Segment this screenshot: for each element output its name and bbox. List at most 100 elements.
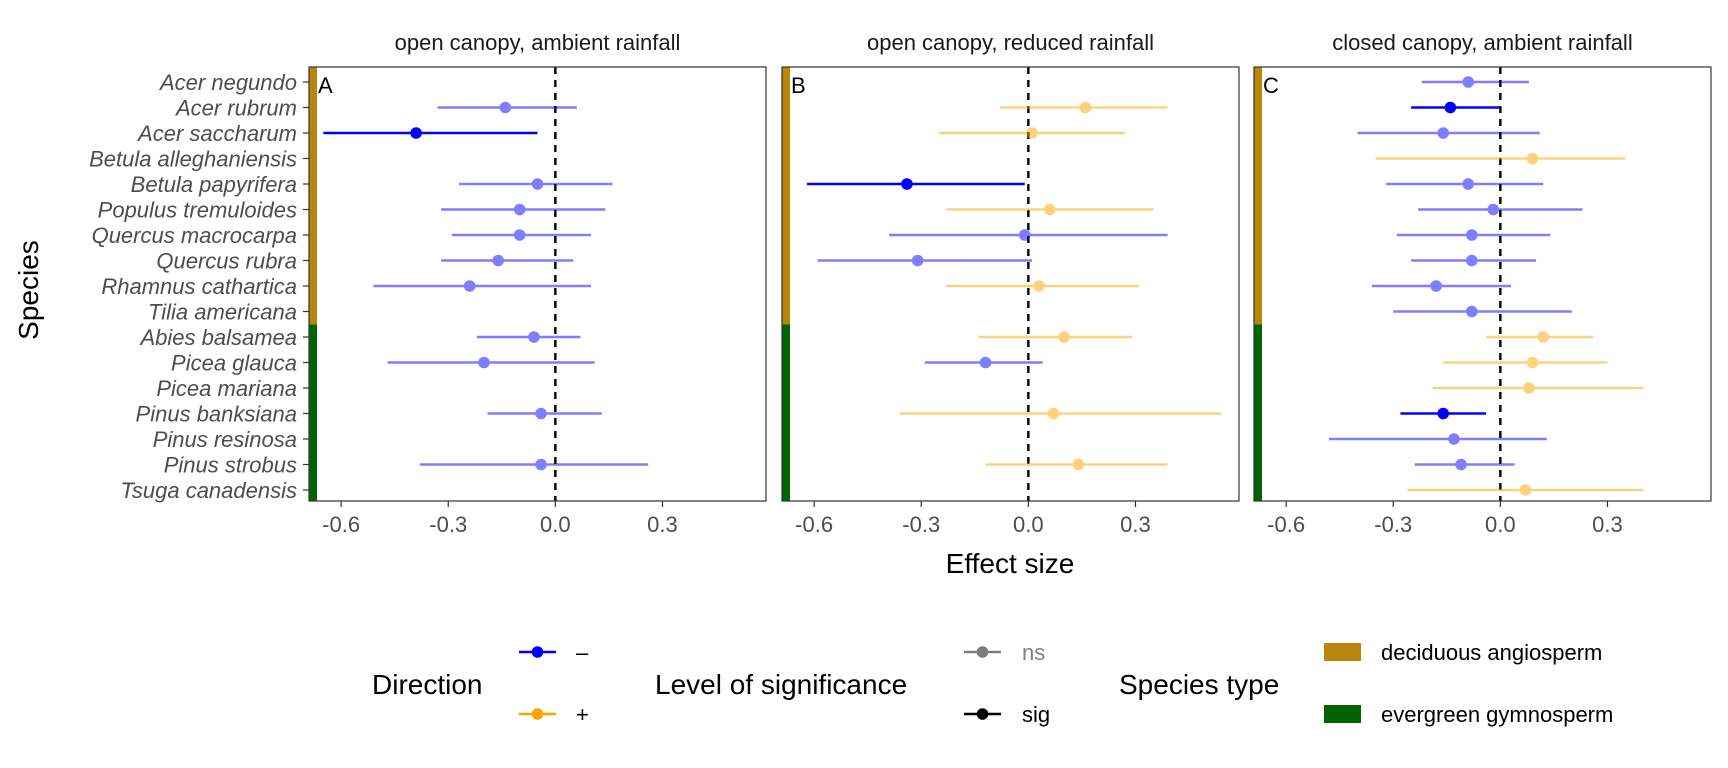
- x-tick-label: -0.6: [322, 512, 360, 537]
- point-quercus-macrocarpa: [889, 229, 1168, 241]
- panel-title: open canopy, reduced rainfall: [867, 30, 1154, 55]
- point-estimate: [528, 331, 540, 343]
- point-quercus-macrocarpa: [1396, 229, 1551, 241]
- point-estimate: [1462, 178, 1475, 190]
- point-populus-tremuloides: [946, 203, 1154, 216]
- y-axis-title: Species: [13, 240, 44, 340]
- panel-border: [1253, 66, 1712, 502]
- point-estimate: [463, 280, 476, 292]
- species-label: Acer negundo: [158, 70, 297, 95]
- panel-border: [308, 66, 767, 502]
- point-estimate: [911, 254, 924, 267]
- point-estimate: [478, 356, 490, 369]
- x-tick-label: 0.0: [1485, 512, 1516, 537]
- panel-border: [781, 66, 1240, 502]
- point-tilia-americana: [1393, 305, 1572, 318]
- point-quercus-rubra: [817, 254, 1032, 267]
- legend-species-type: Species type deciduous angiosperm evergree…: [1119, 640, 1613, 727]
- point-estimate: [513, 229, 526, 241]
- point-pinus-banksiana: [899, 407, 1222, 420]
- x-axis-title: Effect size: [946, 548, 1075, 579]
- point-picea-mariana: [1432, 382, 1644, 394]
- point-betula-papyrifera: [806, 178, 1025, 190]
- legend-item-deciduous-angiosperm: deciduous angiosperm: [1324, 640, 1602, 665]
- point-rhamnus-cathartica: [373, 280, 592, 292]
- panel-b: open canopy, reduced rainfall B -0.6 -0.3 0.…: [781, 30, 1240, 537]
- x-tick-label: -0.3: [1374, 512, 1412, 537]
- panel-tag: B: [791, 73, 806, 98]
- legend-key-point: [531, 646, 544, 658]
- panel-tag: C: [1263, 73, 1279, 98]
- legend-key-point: [976, 708, 989, 720]
- species-label: Picea glauca: [171, 351, 297, 376]
- point-estimate: [1537, 331, 1549, 343]
- point-tsuga-canadensis: [1407, 484, 1644, 496]
- point-pinus-strobus: [1414, 458, 1515, 471]
- legend-key-swatch: [1324, 643, 1361, 661]
- x-tick-label: 0.0: [540, 512, 571, 537]
- point-estimate: [1487, 203, 1500, 216]
- point-acer-negundo: [1421, 76, 1529, 88]
- point-acer-rubrum: [437, 101, 577, 114]
- point-estimate: [1079, 101, 1092, 114]
- point-estimate: [531, 178, 544, 190]
- legend-item-positive: +: [519, 702, 589, 727]
- point-abies-balsamea: [476, 331, 581, 343]
- point-estimate: [1448, 433, 1460, 445]
- legend-direction: Direction – +: [372, 640, 589, 727]
- legend-item-sig: sig: [964, 702, 1050, 727]
- species-label: Picea mariana: [156, 376, 297, 401]
- point-estimate: [979, 356, 992, 369]
- point-picea-glauca: [924, 356, 1043, 369]
- point-estimate: [1047, 407, 1060, 420]
- point-estimate: [1465, 254, 1478, 267]
- x-tick-label: 0.3: [1592, 512, 1623, 537]
- point-pinus-banksiana: [1400, 407, 1487, 420]
- point-estimate: [1455, 458, 1467, 471]
- point-estimate: [1523, 382, 1535, 394]
- point-rhamnus-cathartica: [1371, 280, 1512, 292]
- point-pinus-strobus: [985, 458, 1168, 471]
- species-label: Acer saccharum: [136, 121, 297, 146]
- point-quercus-macrocarpa: [451, 229, 592, 241]
- species-label: Betula alleghaniensis: [89, 147, 297, 172]
- species-label: Populus tremuloides: [98, 198, 297, 223]
- point-estimate: [1058, 331, 1070, 343]
- x-tick-label: -0.3: [902, 512, 940, 537]
- legend-label: ns: [1022, 640, 1045, 665]
- point-estimate: [1430, 280, 1442, 292]
- panel-tag: A: [318, 73, 333, 98]
- x-tick-label: 0.3: [1120, 512, 1151, 537]
- legend-label: sig: [1022, 702, 1050, 727]
- species-label: Pinus resinosa: [153, 427, 297, 452]
- point-estimate: [1018, 229, 1031, 241]
- species-label: Acer rubrum: [174, 96, 297, 121]
- point-betula-papyrifera: [1386, 178, 1544, 190]
- legend-item-negative: –: [519, 640, 589, 665]
- point-estimate: [535, 458, 547, 471]
- deciduous-stripe: [309, 67, 317, 325]
- point-estimate: [1437, 127, 1450, 139]
- species-label: Quercus macrocarpa: [92, 223, 297, 248]
- evergreen-stripe: [1254, 324, 1262, 501]
- x-tick-label: -0.3: [429, 512, 467, 537]
- point-estimate: [1465, 229, 1478, 241]
- point-estimate: [1462, 76, 1475, 88]
- deciduous-stripe: [1254, 67, 1262, 325]
- point-picea-glauca: [387, 356, 595, 369]
- point-estimate: [1033, 280, 1045, 292]
- point-pinus-strobus: [419, 458, 649, 471]
- legend-title: Level of significance: [655, 669, 907, 700]
- point-populus-tremuloides: [441, 203, 606, 216]
- deciduous-stripe: [782, 67, 790, 325]
- point-quercus-rubra: [1411, 254, 1537, 267]
- point-estimate: [1444, 101, 1457, 114]
- point-acer-rubrum: [1411, 101, 1501, 114]
- legend-key-point: [531, 708, 544, 720]
- panel-title: closed canopy, ambient rainfall: [1332, 30, 1632, 55]
- point-estimate: [1437, 407, 1450, 420]
- panel-title: open canopy, ambient rainfall: [395, 30, 681, 55]
- point-estimate: [1526, 356, 1539, 369]
